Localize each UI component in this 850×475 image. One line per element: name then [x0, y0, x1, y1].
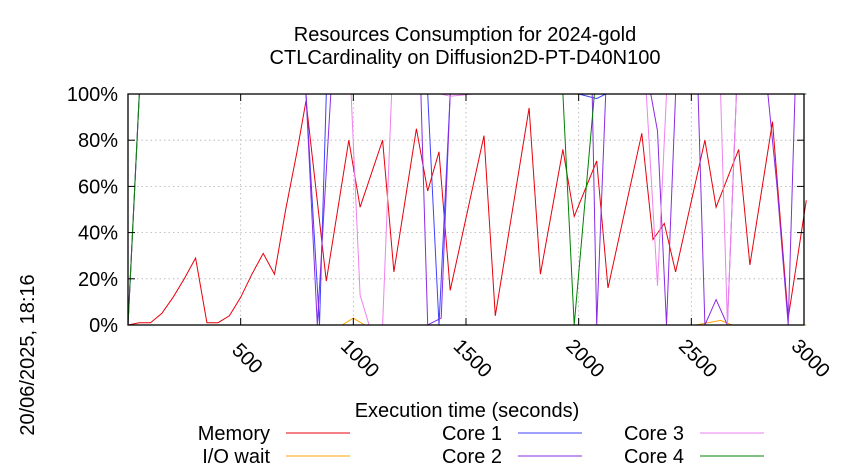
series-line-core-1 — [127, 93, 807, 326]
y-tick-label: 60% — [78, 176, 118, 198]
series-line-memory — [127, 100, 807, 326]
y-tick-label: 0% — [89, 315, 118, 337]
x-tick-label: 1500 — [449, 335, 496, 382]
chart-subtitle: CTLCardinality on Diffusion2D-PT-D40N100 — [270, 47, 661, 69]
x-tick-label: 500 — [227, 339, 266, 378]
legend-label-core-3: Core 3 — [624, 423, 684, 445]
series-group — [127, 93, 807, 326]
y-tick-label: 40% — [78, 223, 118, 245]
y-tick-label: 80% — [78, 130, 118, 152]
series-line-core-3 — [127, 93, 807, 326]
side-timestamp: 20/06/2025, 18:16 — [17, 274, 39, 435]
grid — [128, 93, 805, 326]
y-tick-label: 20% — [78, 269, 118, 291]
x-tick-label: 2500 — [674, 335, 721, 382]
legend-label-memory: Memory — [198, 423, 270, 445]
legend-label-i-o-wait: I/O wait — [202, 446, 270, 468]
chart-title: Resources Consumption for 2024-gold — [294, 24, 636, 46]
tick-labels: 0% 20% 40% 60% 80% 100% 500 1000 1500 2000 2500 300… — [67, 84, 834, 382]
legend-label-core-4: Core 4 — [624, 446, 684, 468]
x-axis-label: Execution time (seconds) — [355, 400, 580, 422]
series-line-core-2 — [127, 93, 807, 326]
legend-label-core-2: Core 2 — [442, 446, 502, 468]
legend-label-core-1: Core 1 — [442, 423, 502, 445]
x-tick-label: 1000 — [336, 335, 383, 382]
plot-frame — [127, 93, 805, 326]
series-line-core-4 — [127, 93, 807, 326]
y-tick-label: 100% — [67, 84, 118, 106]
x-tick-label: 3000 — [787, 335, 834, 382]
x-tick-label: 2000 — [561, 335, 608, 382]
